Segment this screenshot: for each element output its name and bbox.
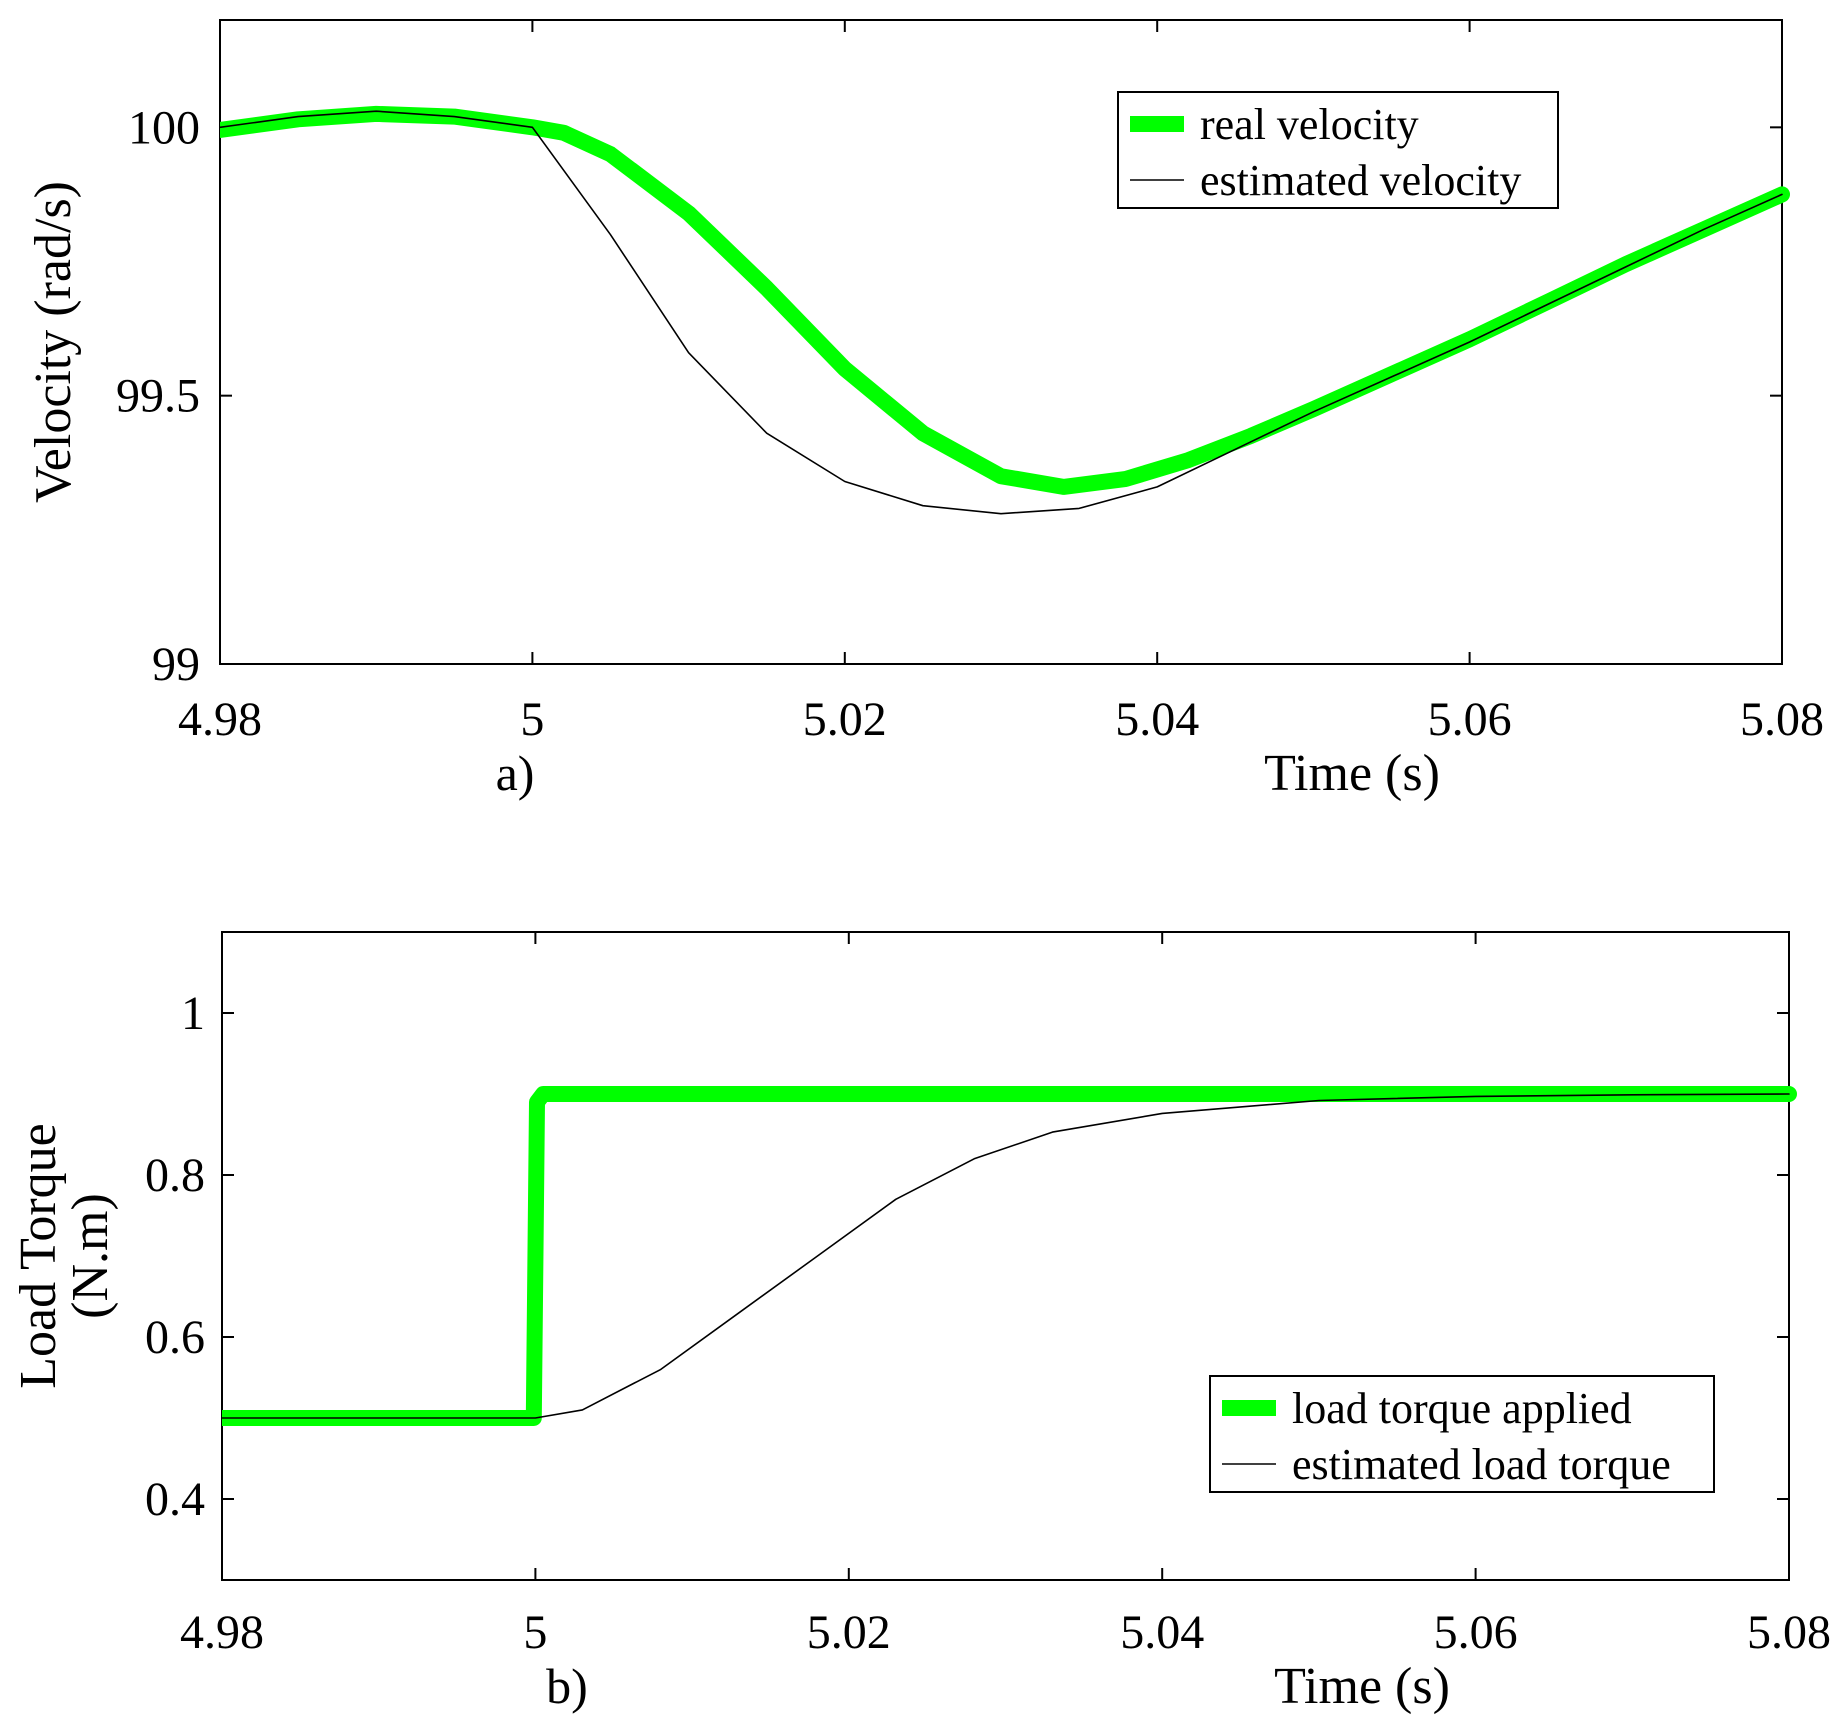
- x-tick-label: 5.06: [1428, 693, 1512, 746]
- x-tick-label: 4.98: [180, 1606, 264, 1659]
- legend: load torque applied estimated load torque: [1209, 1375, 1715, 1493]
- series-group: [220, 105, 1790, 515]
- y-tick-label: 0.8: [145, 1149, 205, 1202]
- legend-box: [1209, 1375, 1715, 1493]
- legend-label: estimated velocity: [1200, 156, 1521, 205]
- y-tick-label: 100: [128, 101, 200, 154]
- x-tick-label: 5.08: [1740, 693, 1824, 746]
- panel-label: b): [546, 1658, 588, 1714]
- legend-box: [1117, 91, 1559, 209]
- y-tick-label: 0.4: [145, 1473, 205, 1526]
- x-tick-label: 4.98: [178, 693, 262, 746]
- y-axis-label-line: Load Torque: [10, 1123, 67, 1388]
- x-axis-label: Time (s): [1274, 1658, 1450, 1715]
- y-tick-label: 1: [181, 987, 205, 1040]
- legend-label: real velocity: [1200, 100, 1419, 149]
- legend-label: estimated load torque: [1292, 1440, 1671, 1489]
- y-tick-label: 0.6: [145, 1311, 205, 1364]
- x-tick-label: 5.02: [807, 1606, 891, 1659]
- y-axis-label: Velocity (rad/s): [25, 181, 82, 503]
- y-axis-label-line: (N.m): [62, 1193, 119, 1319]
- x-tick-label: 5.04: [1115, 693, 1199, 746]
- legend: real velocity estimated velocity: [1117, 91, 1559, 209]
- plot-frame: [221, 931, 1790, 1581]
- series-line-estimated: [222, 1093, 1790, 1419]
- x-tick-label: 5.02: [803, 693, 887, 746]
- x-tick-label: 5: [523, 1606, 547, 1659]
- series-line-estimated: [220, 110, 1783, 515]
- chart-a: 4.98 5 5.02 5.04 5.06 5.08 99 99.5 100 Time (s) a)…: [25, 19, 1824, 802]
- x-tick-label: 5.06: [1434, 1606, 1518, 1659]
- x-tick-label: 5.04: [1120, 1606, 1204, 1659]
- y-tick-label: 99.5: [116, 370, 200, 423]
- panel-label: a): [496, 745, 535, 801]
- y-tick-label: 99: [152, 638, 200, 691]
- y-axis-label: Load Torque(N.m): [10, 1123, 119, 1388]
- legend-label: load torque applied: [1292, 1384, 1632, 1433]
- chart-b: 4.98 5 5.02 5.04 5.06 5.08 0.4 0.6 0.8 1 Time (s) b…: [10, 931, 1830, 1715]
- plot-frame: [219, 19, 1783, 665]
- series-line-real: [222, 1086, 1797, 1426]
- x-tick-label: 5: [520, 693, 544, 746]
- x-tick-label: 5.08: [1747, 1606, 1830, 1659]
- series-group: [222, 1086, 1797, 1426]
- x-axis-label: Time (s): [1264, 745, 1440, 802]
